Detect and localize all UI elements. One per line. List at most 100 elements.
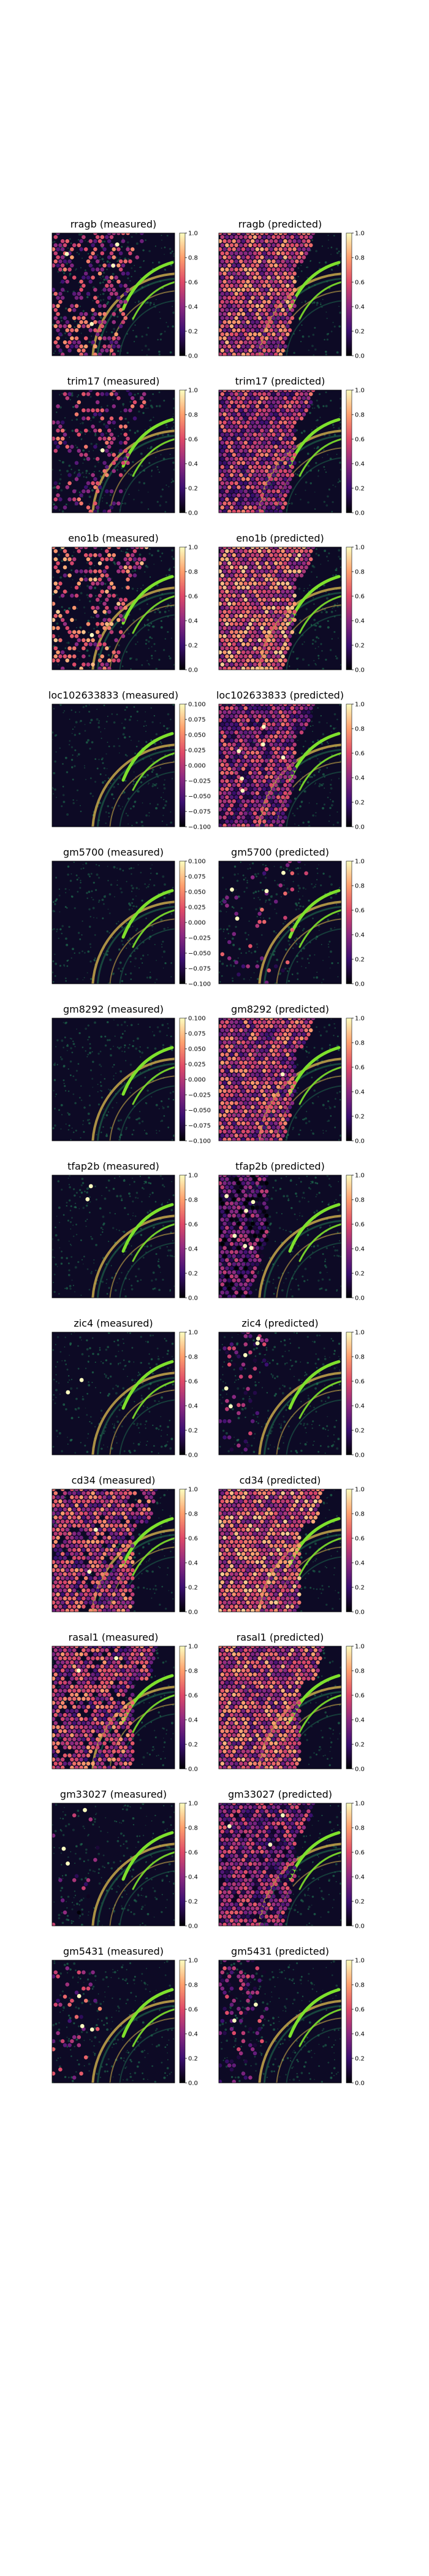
spot (132, 416, 137, 421)
spot (227, 734, 232, 739)
spot (241, 493, 246, 497)
spot (74, 304, 79, 309)
spot (63, 1572, 67, 1576)
spot (246, 1568, 250, 1573)
spot (225, 1109, 229, 1114)
spot (74, 404, 79, 408)
spot (246, 1073, 250, 1077)
spot (241, 509, 246, 513)
spot (77, 1572, 82, 1576)
spot (248, 597, 252, 602)
spot (281, 581, 285, 586)
spot (278, 1056, 283, 1061)
spot (241, 1205, 246, 1210)
spot (220, 646, 225, 651)
spot (116, 296, 121, 300)
spot (243, 605, 248, 610)
spot (222, 759, 227, 763)
spot (86, 1555, 91, 1560)
spot (290, 1524, 295, 1528)
spot-high (85, 1197, 90, 1202)
spot (219, 750, 222, 755)
spot (281, 1084, 285, 1089)
spot (255, 650, 260, 654)
spot (262, 573, 267, 578)
spot (222, 1254, 227, 1259)
spot (260, 233, 264, 236)
colorbar-tick-label: −0.050 (188, 1108, 211, 1114)
spot (79, 1544, 83, 1548)
spot (269, 1129, 273, 1134)
spot (260, 593, 264, 598)
spot (290, 887, 295, 892)
spot (220, 738, 225, 743)
spot (222, 255, 227, 259)
spot (107, 610, 112, 614)
spot (227, 320, 232, 324)
spot (79, 247, 83, 251)
spot (219, 783, 222, 788)
spot (109, 1555, 114, 1560)
spot (225, 251, 229, 256)
spot (112, 501, 116, 506)
spot (237, 1032, 241, 1037)
spot (260, 759, 264, 763)
spot (123, 1539, 128, 1544)
spot (248, 1193, 252, 1198)
spot (229, 613, 234, 618)
spot (290, 557, 295, 562)
spot (285, 762, 290, 767)
spot (281, 481, 285, 486)
spot (219, 445, 222, 449)
spot (295, 1499, 299, 1504)
spot (271, 408, 276, 413)
spot (79, 1503, 83, 1508)
spot (299, 251, 304, 256)
tissue-arc (263, 1376, 341, 1455)
spot (243, 1539, 248, 1544)
spot (79, 352, 83, 356)
spot (248, 505, 252, 510)
spot (237, 650, 241, 654)
colorbar-tick-label: 0.2 (188, 643, 198, 650)
spot (302, 710, 306, 715)
spot (250, 799, 255, 803)
spot (252, 1499, 257, 1504)
spot (273, 1544, 278, 1548)
spot (241, 1278, 246, 1282)
spot (285, 779, 290, 783)
spot (255, 610, 260, 614)
spot (234, 654, 238, 659)
spot (299, 722, 304, 727)
spot (250, 1113, 255, 1117)
spot (252, 795, 257, 800)
spot (109, 1588, 114, 1593)
spot (257, 1076, 262, 1081)
spot (248, 267, 252, 272)
spot (114, 1547, 118, 1552)
spot (238, 1580, 243, 1585)
spot (299, 549, 304, 553)
spot (241, 1511, 246, 1516)
spot (132, 1515, 137, 1520)
spot (287, 247, 292, 251)
spot (313, 1499, 318, 1504)
spot (227, 312, 232, 316)
spot (237, 626, 241, 631)
spot (246, 396, 250, 401)
spot (238, 1084, 243, 1089)
spot (246, 1205, 250, 1210)
spot (238, 1020, 243, 1024)
spot (118, 1596, 123, 1601)
spot (83, 1600, 88, 1605)
spot (220, 1052, 225, 1057)
spot (252, 1020, 257, 1024)
spot (232, 1181, 237, 1186)
spot (232, 420, 237, 425)
spot (241, 1032, 246, 1037)
spot (229, 267, 234, 272)
colorbar-tick-label: 0.6 (188, 280, 198, 286)
spot (109, 440, 114, 445)
spot (222, 233, 227, 236)
spot (246, 271, 250, 276)
